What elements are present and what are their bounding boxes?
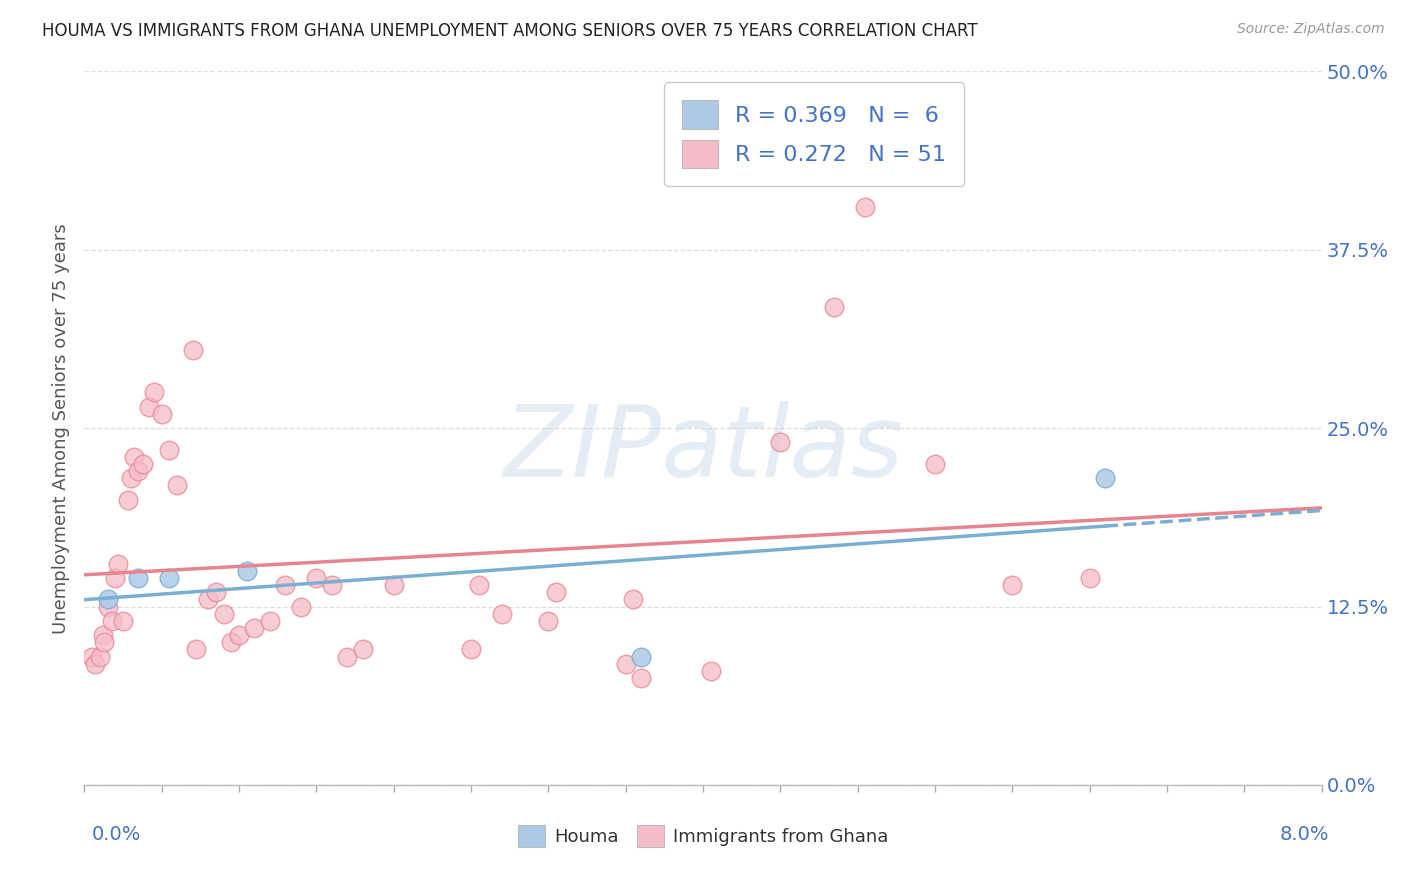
- Point: [127, 464, 149, 478]
- Point: [630, 649, 652, 664]
- Point: [537, 614, 560, 628]
- Point: [274, 578, 297, 592]
- Point: [197, 592, 219, 607]
- Point: [132, 457, 155, 471]
- Text: 0.0%: 0.0%: [91, 825, 141, 844]
- Point: [96, 599, 118, 614]
- Point: [460, 642, 482, 657]
- Point: [259, 614, 281, 628]
- Point: [212, 607, 235, 621]
- Point: [122, 450, 145, 464]
- Point: [924, 457, 946, 471]
- Point: [336, 649, 359, 664]
- Point: [614, 657, 637, 671]
- Point: [699, 664, 723, 678]
- Point: [219, 635, 242, 649]
- Point: [159, 442, 180, 457]
- Point: [150, 407, 173, 421]
- Point: [1094, 471, 1116, 485]
- Point: [382, 578, 405, 592]
- Point: [352, 642, 374, 657]
- Point: [96, 592, 118, 607]
- Point: [138, 400, 160, 414]
- Point: [243, 621, 266, 635]
- Point: [305, 571, 328, 585]
- Point: [107, 557, 129, 571]
- Point: [112, 614, 135, 628]
- Point: [546, 585, 568, 599]
- Legend: Houma, Immigrants from Ghana: Houma, Immigrants from Ghana: [510, 818, 896, 855]
- Point: [143, 385, 166, 400]
- Point: [84, 657, 107, 671]
- Text: 8.0%: 8.0%: [1279, 825, 1329, 844]
- Point: [823, 300, 845, 314]
- Point: [159, 571, 180, 585]
- Point: [235, 564, 259, 578]
- Point: [82, 649, 104, 664]
- Point: [184, 642, 207, 657]
- Point: [321, 578, 343, 592]
- Point: [101, 614, 124, 628]
- Point: [127, 571, 149, 585]
- Text: HOUMA VS IMMIGRANTS FROM GHANA UNEMPLOYMENT AMONG SENIORS OVER 75 YEARS CORRELAT: HOUMA VS IMMIGRANTS FROM GHANA UNEMPLOYM…: [42, 22, 977, 40]
- Y-axis label: Unemployment Among Seniors over 75 years: Unemployment Among Seniors over 75 years: [52, 223, 70, 633]
- Point: [205, 585, 228, 599]
- Point: [630, 671, 652, 685]
- Point: [228, 628, 250, 642]
- Point: [166, 478, 188, 492]
- Point: [181, 343, 204, 357]
- Point: [467, 578, 491, 592]
- Point: [117, 492, 139, 507]
- Point: [93, 635, 115, 649]
- Point: [89, 649, 111, 664]
- Point: [1001, 578, 1024, 592]
- Text: ZIPatlas: ZIPatlas: [503, 401, 903, 498]
- Point: [104, 571, 127, 585]
- Point: [621, 592, 644, 607]
- Point: [769, 435, 792, 450]
- Point: [1078, 571, 1101, 585]
- Point: [853, 200, 877, 214]
- Point: [91, 628, 114, 642]
- Point: [290, 599, 312, 614]
- Point: [120, 471, 142, 485]
- Text: Source: ZipAtlas.com: Source: ZipAtlas.com: [1237, 22, 1385, 37]
- Point: [491, 607, 513, 621]
